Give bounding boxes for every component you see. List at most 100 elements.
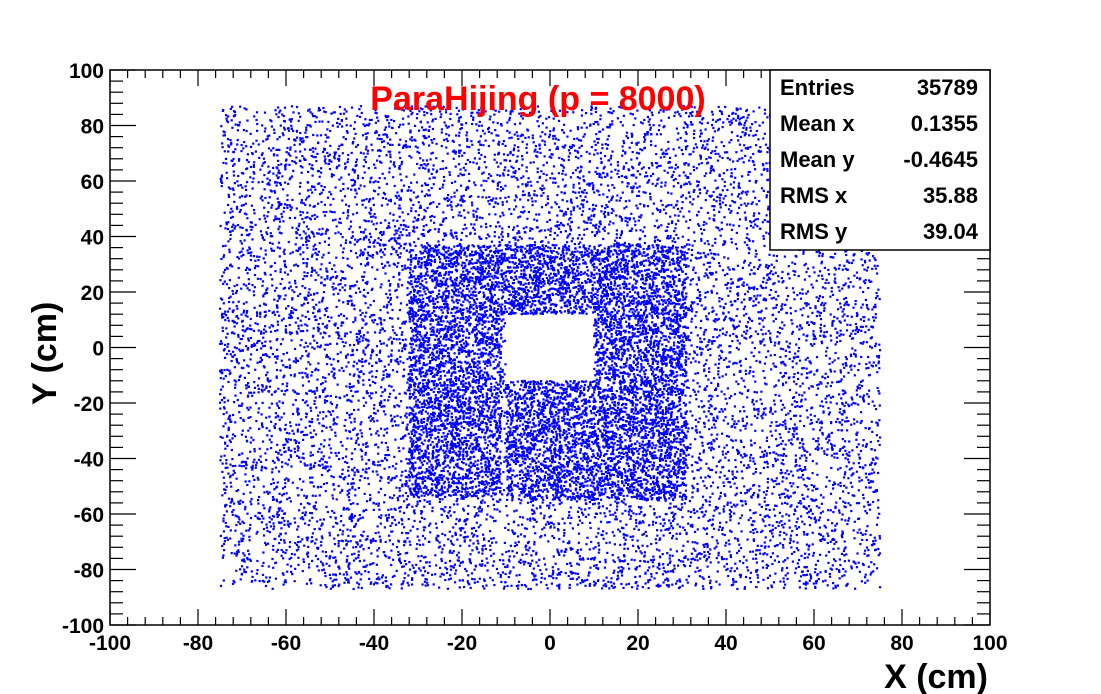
data-point	[859, 318, 862, 321]
data-point	[867, 286, 870, 290]
data-point	[736, 134, 739, 137]
data-point	[234, 529, 237, 532]
data-point	[478, 235, 481, 238]
data-point	[529, 587, 532, 591]
data-point	[262, 527, 266, 531]
data-point	[569, 562, 572, 565]
data-point	[645, 347, 648, 350]
data-point	[632, 447, 635, 450]
data-point	[274, 329, 277, 333]
data-point	[769, 406, 772, 409]
data-point	[576, 126, 579, 129]
data-point	[686, 124, 689, 127]
data-point	[685, 356, 688, 359]
data-point	[740, 277, 743, 280]
data-point	[362, 530, 365, 533]
data-point	[795, 355, 798, 358]
data-point	[236, 550, 239, 553]
data-point	[765, 563, 768, 566]
data-point	[626, 547, 629, 550]
data-point	[480, 502, 483, 505]
data-point	[362, 351, 365, 354]
data-point	[799, 420, 802, 423]
data-point	[496, 173, 499, 177]
data-point	[531, 579, 535, 582]
data-point	[704, 272, 707, 275]
data-point	[359, 309, 362, 312]
data-point	[850, 368, 853, 371]
data-point	[441, 520, 444, 523]
data-point	[242, 552, 245, 555]
data-point	[612, 222, 615, 225]
data-point	[430, 214, 434, 218]
data-point	[534, 462, 537, 465]
data-point	[344, 138, 347, 141]
data-point	[581, 511, 584, 514]
data-point	[317, 109, 320, 112]
data-point	[307, 352, 310, 355]
data-point	[758, 351, 761, 354]
data-point	[353, 243, 356, 246]
data-point	[717, 384, 720, 387]
data-point	[509, 110, 512, 113]
data-point	[322, 417, 325, 420]
data-point	[725, 283, 728, 286]
data-point	[872, 500, 875, 504]
data-point	[424, 183, 428, 186]
data-point	[404, 541, 407, 544]
data-point	[304, 315, 307, 318]
data-point	[769, 555, 772, 558]
data-point	[839, 329, 842, 332]
data-point	[754, 255, 757, 258]
data-point	[563, 522, 566, 525]
data-point	[397, 499, 400, 502]
data-point	[506, 464, 509, 467]
data-point	[255, 311, 259, 314]
data-point	[350, 299, 353, 302]
data-point	[473, 223, 476, 226]
data-point	[719, 305, 722, 308]
data-point	[441, 548, 444, 551]
data-point	[371, 375, 374, 378]
data-point	[843, 390, 846, 393]
data-point	[590, 540, 593, 544]
data-point	[395, 546, 399, 549]
data-point	[525, 527, 528, 530]
data-point	[830, 290, 833, 293]
data-point	[619, 569, 622, 572]
data-point	[626, 265, 629, 269]
data-point	[634, 117, 637, 120]
data-point	[261, 573, 265, 576]
data-point	[246, 348, 249, 351]
data-point	[709, 169, 713, 172]
data-point	[408, 154, 411, 158]
data-point	[236, 283, 239, 287]
data-point	[738, 143, 742, 146]
data-point	[412, 469, 416, 472]
data-point	[770, 421, 773, 424]
data-point	[518, 235, 521, 238]
data-point	[294, 282, 297, 285]
data-point	[322, 518, 325, 521]
data-point	[746, 243, 749, 247]
data-point	[752, 538, 755, 541]
data-point	[593, 556, 597, 559]
data-point	[732, 581, 735, 584]
data-point	[603, 318, 606, 322]
data-point	[630, 435, 633, 438]
data-point	[393, 165, 396, 168]
data-point	[874, 267, 877, 270]
data-point	[749, 370, 752, 373]
data-point	[623, 241, 626, 244]
data-point	[286, 463, 289, 466]
data-point	[871, 255, 875, 258]
data-point	[257, 387, 260, 390]
data-point	[392, 213, 395, 216]
data-point	[692, 165, 695, 168]
data-point	[621, 145, 624, 148]
data-point	[291, 429, 294, 432]
data-point	[777, 524, 780, 527]
data-point	[382, 140, 385, 143]
data-point	[492, 205, 495, 208]
data-point	[722, 172, 725, 175]
